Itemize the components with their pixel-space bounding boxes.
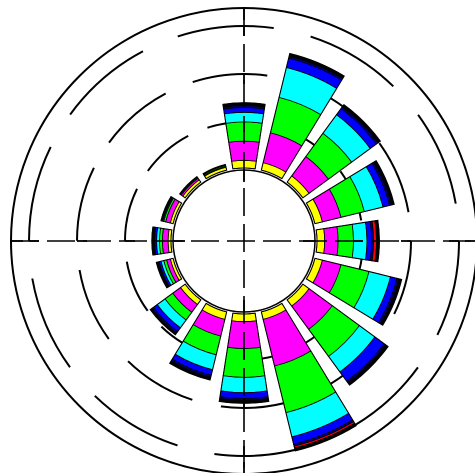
bar-6-outline <box>305 257 403 326</box>
bar-12-outline <box>155 257 183 289</box>
bar-3-outline <box>286 103 382 199</box>
bar-15-outline <box>178 175 202 199</box>
bar-5-outline <box>315 219 380 263</box>
bar-16-outline <box>202 163 228 180</box>
bar-2-outline <box>260 52 345 180</box>
bar-4-outline <box>305 160 395 225</box>
chart-bars <box>149 52 403 452</box>
bar-13-outline <box>151 226 173 256</box>
bar-11-outline <box>149 283 202 336</box>
bar-9-outline <box>218 312 270 404</box>
bar-7-outline <box>286 283 389 386</box>
bar-14-outline <box>160 195 183 225</box>
chart-axes <box>11 8 475 473</box>
bar-10-outline <box>169 302 228 381</box>
bar-1-outline <box>222 102 266 170</box>
bar-8-outline <box>260 302 357 452</box>
